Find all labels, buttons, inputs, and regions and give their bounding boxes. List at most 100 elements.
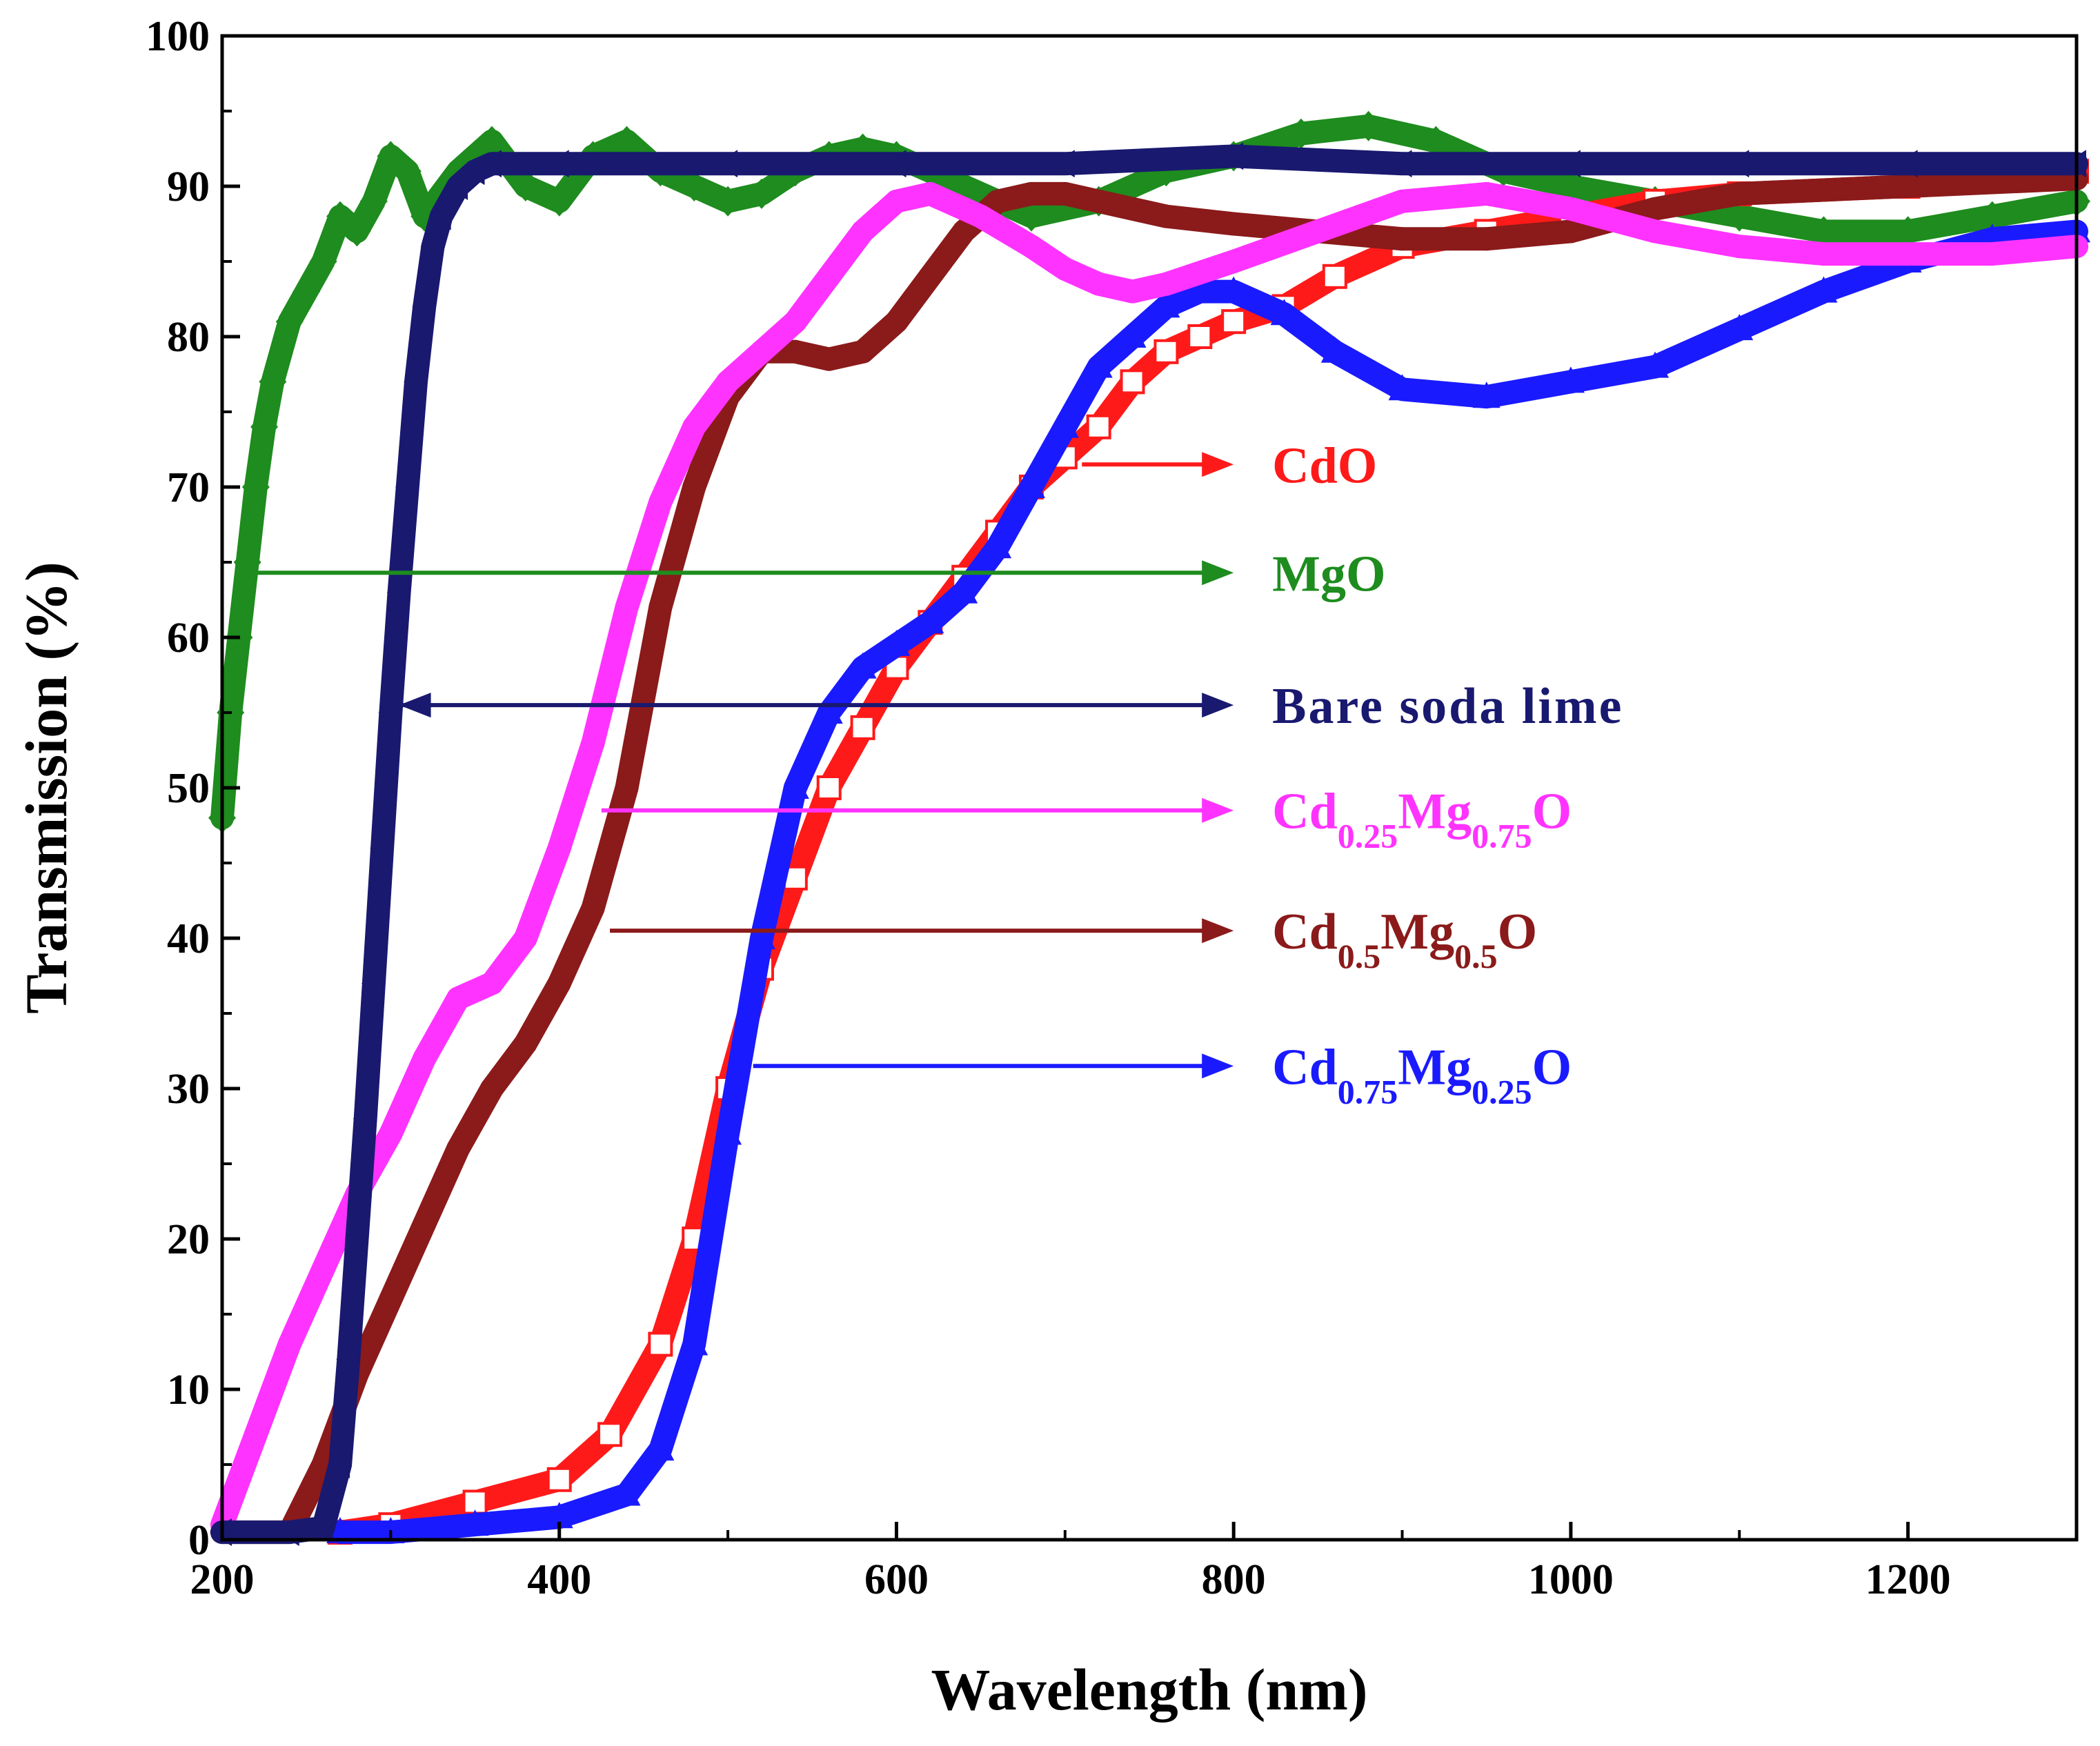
data-point: [850, 715, 875, 740]
data-point: [1978, 201, 2006, 232]
data-point: [1019, 235, 1043, 259]
data-point: [615, 776, 639, 800]
y-tick-label: 10: [167, 1367, 210, 1413]
data-point: [1120, 279, 1145, 304]
data-point: [479, 1077, 504, 1100]
data-point: [1306, 219, 1330, 244]
data-point: [1270, 299, 1298, 326]
data-point: [1896, 242, 1920, 266]
data-point: [1810, 216, 1838, 247]
arrow-head-right: [1202, 797, 1234, 823]
data-point: [882, 629, 911, 656]
x-tick-label: 1200: [1865, 1556, 1951, 1603]
data-point: [747, 923, 775, 949]
data-point: [1895, 150, 1918, 178]
data-point: [413, 1212, 437, 1236]
data-point: [1187, 324, 1213, 349]
series-line: [210, 167, 2088, 1545]
data-point: [1643, 219, 1667, 244]
data-point: [783, 310, 807, 334]
data-point: [446, 172, 468, 200]
data-point: [1980, 242, 2004, 266]
data-point: [747, 178, 775, 209]
data-point: [1354, 110, 1383, 141]
data-point: [395, 473, 417, 501]
data-point: [1220, 276, 1248, 303]
data-point: [817, 347, 841, 371]
legend-arrow: [601, 797, 1234, 823]
y-axis-title: Transmission (%): [13, 562, 79, 1013]
data-point: [359, 186, 388, 217]
data-point: [328, 1451, 350, 1478]
arrow-head-right: [1202, 1053, 1234, 1079]
data-point: [1017, 472, 1045, 498]
legend-label: Cd0.75Mg0.25O: [1272, 1039, 1572, 1111]
legend-label: Bare soda lime: [1272, 678, 1623, 735]
data-point: [233, 547, 261, 577]
legend-label: MgO: [1272, 546, 1385, 602]
data-point: [461, 1509, 489, 1536]
data-point: [1019, 181, 1043, 206]
data-point: [851, 339, 875, 364]
y-tick-label: 90: [167, 163, 210, 210]
series-line: [328, 219, 2088, 1545]
data-point: [1727, 235, 1752, 259]
data-point: [446, 986, 470, 1011]
data-point: [1084, 351, 1113, 378]
data-point: [1727, 181, 1752, 206]
data-point: [715, 150, 738, 178]
data-point: [343, 216, 371, 247]
data-point: [1053, 181, 1077, 206]
data-point: [1643, 197, 1667, 221]
data-point: [446, 1137, 470, 1161]
data-point: [648, 490, 673, 514]
data-point: [479, 971, 504, 995]
data-point: [1052, 150, 1075, 178]
data-point: [310, 1514, 333, 1542]
data-point: [428, 202, 451, 230]
arrow-head-right: [1202, 918, 1234, 944]
data-point: [1422, 126, 1450, 157]
data-point: [884, 150, 907, 178]
y-tick-label: 60: [167, 615, 210, 662]
y-tick-label: 50: [167, 765, 210, 812]
legend-layer: CdO MgO Bare soda lime Cd0.25Mg0.75O Cd0.5Mg…: [1272, 437, 1623, 1111]
data-point: [1725, 201, 1754, 232]
data-point: [462, 157, 485, 186]
data-point: [1120, 369, 1145, 395]
y-tick-label: 20: [167, 1216, 210, 1263]
data-point: [1017, 201, 1045, 232]
x-tick-label: 600: [864, 1556, 929, 1603]
data-point: [547, 836, 571, 860]
data-point: [1558, 197, 1583, 221]
data-point: [309, 246, 337, 277]
y-tick-label: 80: [167, 314, 210, 361]
data-point: [1222, 212, 1246, 236]
data-point: [918, 181, 942, 206]
data-point: [404, 368, 426, 396]
data-point: [680, 1329, 709, 1356]
legend-arrow: [610, 918, 1234, 944]
data-point: [1390, 227, 1414, 251]
data-point: [1472, 381, 1500, 408]
data-point: [250, 411, 279, 442]
data-point: [1087, 272, 1111, 296]
data-point: [1322, 264, 1347, 289]
data-point: [326, 1517, 355, 1544]
data-point: [682, 475, 706, 499]
legend-label: CdO: [1272, 437, 1377, 494]
data-point: [1320, 336, 1349, 363]
data-point: [1153, 339, 1179, 364]
data-point: [311, 1257, 335, 1281]
data-point: [511, 171, 539, 201]
data-point: [613, 1479, 641, 1506]
x-axis-title: Wavelength (nm): [931, 1656, 1367, 1723]
data-point: [1474, 181, 1498, 206]
data-point: [781, 773, 809, 799]
data-point: [1186, 276, 1214, 303]
data-point: [277, 1332, 301, 1356]
data-point: [244, 1422, 268, 1447]
arrow-head-right: [1202, 693, 1234, 718]
data-point: [259, 366, 287, 397]
data-point: [682, 415, 706, 439]
